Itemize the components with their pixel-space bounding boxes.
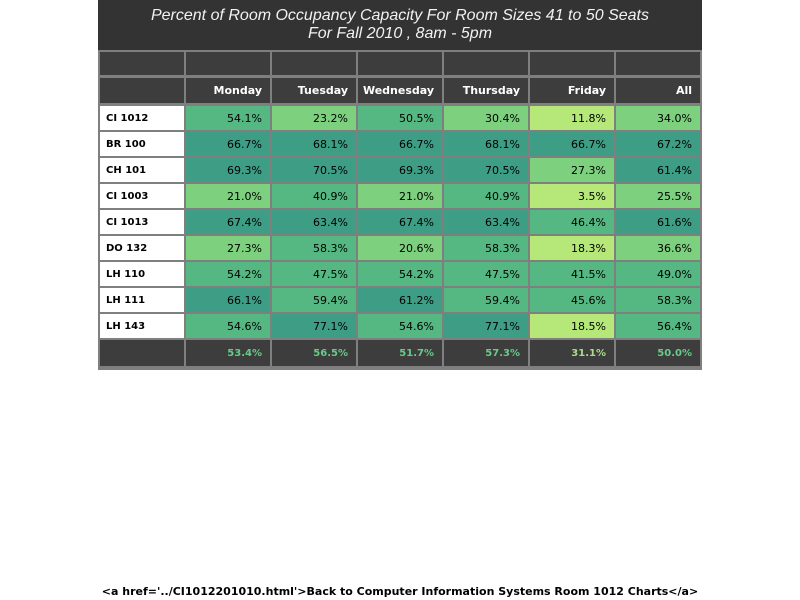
data-cell: 66.7% [530,132,614,156]
data-cell: 3.5% [530,184,614,208]
data-cell: 58.3% [616,288,700,312]
row-label: BR 100 [100,132,184,156]
data-cell: 49.0% [616,262,700,286]
total-cell: 53.4% [186,340,270,366]
data-cell: 59.4% [272,288,356,312]
total-cell: 51.7% [358,340,442,366]
data-cell: 58.3% [272,236,356,260]
blank-header-cell [100,52,184,75]
data-cell: 67.2% [616,132,700,156]
total-cell: 57.3% [444,340,528,366]
data-cell: 41.5% [530,262,614,286]
column-header: Thursday [444,78,528,103]
total-cell: 56.5% [272,340,356,366]
blank-header-cell [272,52,356,75]
chart-title: Percent of Room Occupancy Capacity For R… [98,0,702,50]
data-cell: 54.6% [186,314,270,338]
blank-header-cell [186,52,270,75]
row-label: CI 1013 [100,210,184,234]
row-label: LH 110 [100,262,184,286]
data-cell: 34.0% [616,106,700,130]
data-cell: 20.6% [358,236,442,260]
data-cell: 63.4% [272,210,356,234]
chart-title-line2: For Fall 2010 , 8am - 5pm [307,25,493,42]
totals-label-cell [100,340,184,366]
data-cell: 50.5% [358,106,442,130]
data-cell: 58.3% [444,236,528,260]
data-cell: 70.5% [444,158,528,182]
blank-header-cell [616,52,700,75]
data-cell: 77.1% [444,314,528,338]
column-header: Wednesday [358,78,442,103]
column-header: Monday [186,78,270,103]
data-cell: 18.3% [530,236,614,260]
data-cell: 61.2% [358,288,442,312]
blank-header-cell [358,52,442,75]
data-cell: 69.3% [358,158,442,182]
total-cell: 50.0% [616,340,700,366]
data-cell: 67.4% [186,210,270,234]
data-cell: 11.8% [530,106,614,130]
data-cell: 54.2% [358,262,442,286]
data-cell: 59.4% [444,288,528,312]
chart-title-line1: Percent of Room Occupancy Capacity For R… [150,7,649,24]
data-cell: 54.6% [358,314,442,338]
data-cell: 70.5% [272,158,356,182]
row-label: CH 101 [100,158,184,182]
column-header: Tuesday [272,78,356,103]
data-cell: 66.7% [186,132,270,156]
data-cell: 21.0% [186,184,270,208]
data-cell: 40.9% [444,184,528,208]
column-header: Friday [530,78,614,103]
data-cell: 54.1% [186,106,270,130]
data-cell: 30.4% [444,106,528,130]
data-cell: 18.5% [530,314,614,338]
corner-header-cell [100,78,184,103]
data-cell: 54.2% [186,262,270,286]
data-cell: 68.1% [272,132,356,156]
row-label: LH 111 [100,288,184,312]
total-cell: 31.1% [530,340,614,366]
data-cell: 56.4% [616,314,700,338]
back-link[interactable]: <a href='../CI1012201010.html'>Back to C… [101,585,699,598]
data-cell: 46.4% [530,210,614,234]
data-cell: 68.1% [444,132,528,156]
row-label: CI 1003 [100,184,184,208]
row-label: LH 143 [100,314,184,338]
data-cell: 63.4% [444,210,528,234]
row-label: DO 132 [100,236,184,260]
data-cell: 25.5% [616,184,700,208]
data-cell: 45.6% [530,288,614,312]
data-cell: 47.5% [272,262,356,286]
blank-header-cell [444,52,528,75]
data-cell: 21.0% [358,184,442,208]
data-cell: 61.6% [616,210,700,234]
data-cell: 66.7% [358,132,442,156]
data-cell: 27.3% [186,236,270,260]
data-cell: 47.5% [444,262,528,286]
data-cell: 67.4% [358,210,442,234]
data-cell: 77.1% [272,314,356,338]
data-cell: 36.6% [616,236,700,260]
data-cell: 66.1% [186,288,270,312]
occupancy-table: Percent of Room Occupancy Capacity For R… [98,0,702,370]
data-cell: 61.4% [616,158,700,182]
data-cell: 40.9% [272,184,356,208]
data-cell: 27.3% [530,158,614,182]
data-cell: 69.3% [186,158,270,182]
column-header: All [616,78,700,103]
blank-header-cell [530,52,614,75]
data-cell: 23.2% [272,106,356,130]
row-label: CI 1012 [100,106,184,130]
